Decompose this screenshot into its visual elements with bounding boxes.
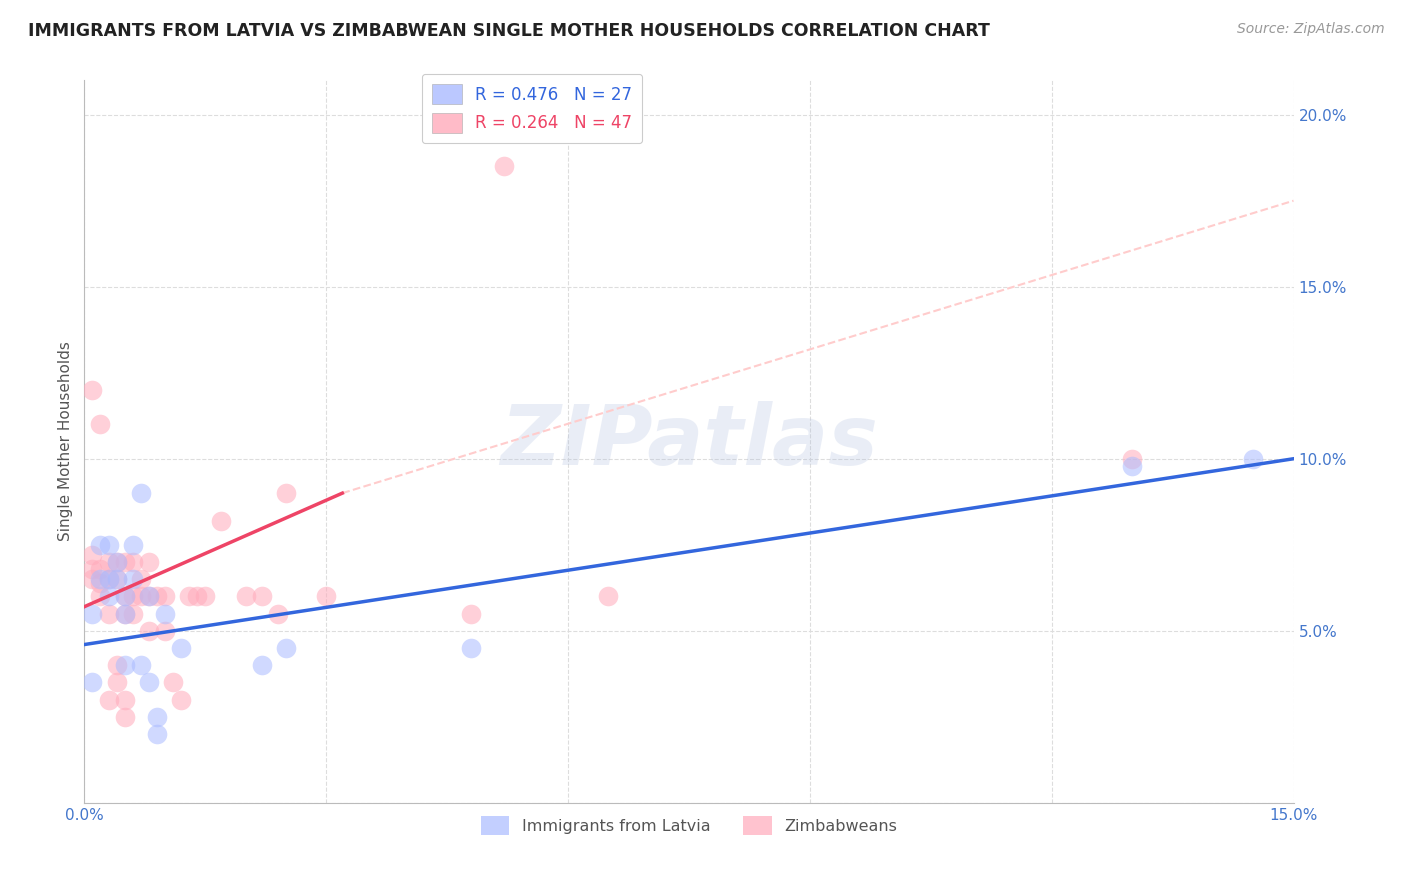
Point <box>114 607 136 621</box>
Point <box>179 590 201 604</box>
Point <box>82 572 104 586</box>
Point <box>153 590 176 604</box>
Point <box>82 548 104 562</box>
Point <box>153 624 176 638</box>
Point <box>97 590 120 604</box>
Point <box>82 383 104 397</box>
Point <box>153 607 176 621</box>
Point <box>138 590 160 604</box>
Point <box>274 486 297 500</box>
Legend: Immigrants from Latvia, Zimbabweans: Immigrants from Latvia, Zimbabweans <box>474 810 904 842</box>
Text: IMMIGRANTS FROM LATVIA VS ZIMBABWEAN SINGLE MOTHER HOUSEHOLDS CORRELATION CHART: IMMIGRANTS FROM LATVIA VS ZIMBABWEAN SIN… <box>28 22 990 40</box>
Point <box>1121 451 1143 466</box>
Point <box>121 572 143 586</box>
Point <box>82 675 104 690</box>
Point <box>129 572 152 586</box>
Point <box>146 727 169 741</box>
Point <box>114 590 136 604</box>
Point <box>105 572 128 586</box>
Point <box>146 710 169 724</box>
Point <box>492 159 515 173</box>
Point <box>194 590 217 604</box>
Point <box>114 590 136 604</box>
Point <box>121 607 143 621</box>
Point <box>162 675 184 690</box>
Point <box>89 562 111 576</box>
Point <box>170 640 193 655</box>
Point <box>105 675 128 690</box>
Point <box>89 575 111 590</box>
Point <box>114 710 136 724</box>
Point <box>114 692 136 706</box>
Point <box>89 572 111 586</box>
Point <box>114 555 136 569</box>
Point <box>121 590 143 604</box>
Point <box>82 562 104 576</box>
Point <box>97 555 120 569</box>
Point <box>105 555 128 569</box>
Point <box>97 692 120 706</box>
Point <box>105 658 128 673</box>
Point <box>129 486 152 500</box>
Point <box>274 640 297 655</box>
Point <box>250 590 273 604</box>
Point <box>460 607 482 621</box>
Point <box>315 590 337 604</box>
Point <box>460 640 482 655</box>
Point <box>114 607 136 621</box>
Point <box>209 514 232 528</box>
Point <box>105 555 128 569</box>
Point <box>146 590 169 604</box>
Point <box>97 572 120 586</box>
Point <box>89 417 111 432</box>
Text: Source: ZipAtlas.com: Source: ZipAtlas.com <box>1237 22 1385 37</box>
Point <box>89 538 111 552</box>
Point <box>129 590 152 604</box>
Point <box>114 658 136 673</box>
Point <box>89 590 111 604</box>
Point <box>129 658 152 673</box>
Point <box>186 590 208 604</box>
Point <box>170 692 193 706</box>
Point <box>97 538 120 552</box>
Point <box>235 590 257 604</box>
Point <box>121 555 143 569</box>
Point <box>97 572 120 586</box>
Point <box>138 624 160 638</box>
Point <box>105 572 128 586</box>
Point <box>1241 451 1264 466</box>
Point <box>598 590 620 604</box>
Y-axis label: Single Mother Households: Single Mother Households <box>58 342 73 541</box>
Text: ZIPatlas: ZIPatlas <box>501 401 877 482</box>
Point <box>250 658 273 673</box>
Point <box>82 607 104 621</box>
Point <box>138 675 160 690</box>
Point <box>138 590 160 604</box>
Point <box>121 538 143 552</box>
Point <box>138 555 160 569</box>
Point <box>267 607 290 621</box>
Point <box>97 607 120 621</box>
Point <box>1121 458 1143 473</box>
